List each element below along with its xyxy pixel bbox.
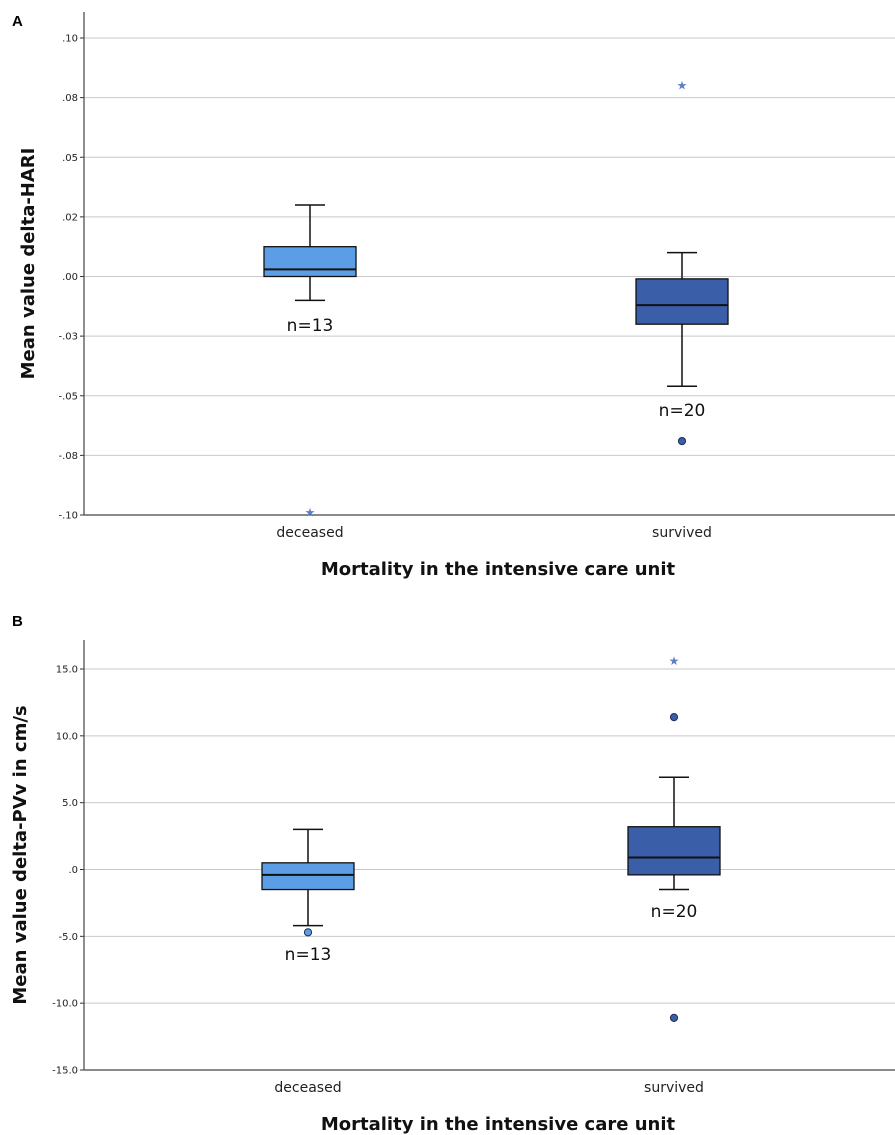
y-tick-label: -.05	[58, 391, 78, 402]
outlier-star: ★	[669, 654, 680, 668]
panel-b: B 15.0 10.0 5.0 .0 -5.0 -10.0 -15.0 n=13 deceased…	[10, 613, 895, 1135]
n-label: n=13	[285, 945, 332, 965]
box-iqr	[627, 826, 721, 876]
n-label: n=20	[651, 902, 698, 922]
panel-letter: A	[12, 13, 23, 30]
y-tick-label: -.08	[58, 451, 78, 462]
box-iqr	[261, 862, 355, 891]
y-tick-label: .00	[62, 272, 78, 283]
box-deceased: n=13	[263, 204, 357, 336]
y-tick-label: .05	[62, 153, 78, 164]
box-iqr	[635, 278, 729, 325]
y-tick-label: .0	[68, 865, 78, 876]
box-survived: n=20	[627, 713, 721, 1022]
y-tick-label: -10.0	[52, 999, 78, 1010]
box-deceased: n=13	[261, 828, 355, 965]
x-axis-title: Mortality in the intensive care unit	[321, 1114, 676, 1135]
outlier-star: ★	[305, 506, 316, 520]
y-tick-label: 10.0	[56, 731, 78, 742]
outlier-star: ★	[677, 79, 688, 93]
outlier-circle	[669, 713, 679, 722]
y-axis-title: Mean value delta-HARI	[18, 148, 39, 380]
n-label: n=20	[659, 401, 706, 421]
y-tick-label: -15.0	[52, 1066, 78, 1077]
y-tick-label: -5.0	[58, 932, 78, 943]
y-tick-label: .08	[62, 93, 78, 104]
n-label: n=13	[287, 316, 334, 336]
x-category-label: survived	[644, 1080, 704, 1096]
box-survived: n=20	[635, 251, 729, 446]
y-tick-label: -.03	[58, 332, 78, 343]
y-tick-label: 5.0	[62, 798, 78, 809]
y-tick-label: .02	[62, 212, 78, 223]
x-category-label: deceased	[276, 525, 343, 541]
outlier-circle	[669, 1013, 679, 1022]
x-axis-title: Mortality in the intensive care unit	[321, 559, 676, 580]
x-category-label: deceased	[274, 1080, 341, 1096]
x-category-label: survived	[652, 525, 712, 541]
box-iqr	[263, 246, 357, 278]
y-tick-label: .10	[62, 34, 78, 45]
y-tick-label: -.10	[58, 511, 78, 522]
panel-a: A .10 .08 .05 .02 .00 -.03 -.05 -.08 -.10 n=13 dece…	[12, 12, 895, 580]
outlier-circle	[303, 928, 313, 937]
outlier-circle	[677, 436, 687, 446]
y-axis-title: Mean value delta-PVv in cm/s	[10, 705, 31, 1004]
y-tick-label: 15.0	[56, 665, 78, 676]
panel-letter: B	[12, 613, 23, 630]
